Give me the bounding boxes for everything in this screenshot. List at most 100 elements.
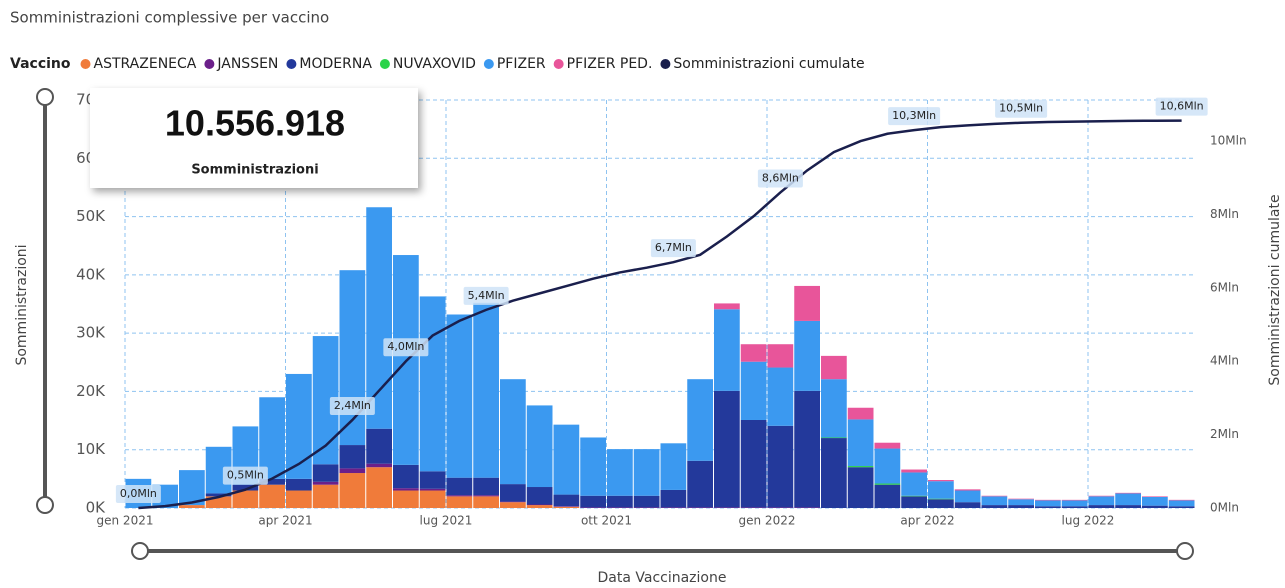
bar-segment (339, 270, 366, 446)
legend-label: NUVAXOVID (393, 56, 476, 72)
bar-segment (393, 490, 419, 508)
bar-segment (928, 481, 954, 499)
legend-label: MODERNA (299, 56, 372, 72)
x-tick-label: apr 2021 (258, 514, 312, 528)
slider-handle[interactable] (1176, 542, 1194, 560)
bar-segment (1168, 500, 1195, 507)
y-tick-label: 40K (76, 265, 106, 283)
bar-segment (901, 496, 927, 508)
y-tick-label: 30K (76, 324, 106, 342)
value-label: 10,3Mln (892, 109, 936, 122)
value-label: 6,7Mln (655, 241, 692, 254)
y2-tick-label: 2Mln (1210, 427, 1239, 441)
slider-handle[interactable] (36, 496, 54, 514)
bar-segment (312, 484, 339, 508)
bar-segment (633, 495, 660, 508)
bar-segment (767, 507, 794, 508)
bar-segment (767, 367, 794, 426)
bar-segment (714, 303, 740, 310)
legend-marker (204, 59, 215, 69)
bar-segment (901, 472, 927, 496)
bar-segment (500, 484, 526, 502)
bar-segment (981, 505, 1008, 508)
bar-segment (232, 490, 259, 508)
bar-segment (580, 507, 606, 508)
bar-segment (473, 477, 499, 496)
kpi-background (90, 88, 418, 188)
x-slider[interactable] (131, 542, 1194, 560)
kpi-card: 10.556.918 Somministrazioni (90, 88, 418, 188)
bar-segment (1142, 505, 1168, 508)
bar-segment (339, 445, 366, 469)
value-label: 8,6Mln (762, 171, 799, 184)
bar-segment (633, 507, 660, 508)
bar-segment (607, 507, 633, 508)
bar-segment (794, 390, 820, 508)
bar-segment (821, 355, 847, 380)
bar-segment (473, 496, 499, 508)
bar-segment (874, 483, 901, 485)
bar-segment (981, 496, 1008, 506)
bar-segment (660, 489, 687, 508)
y-axis-title: Somministrazioni (14, 244, 30, 365)
bar-segment (500, 502, 526, 508)
bar-segment (687, 507, 713, 508)
value-label: 0,5Mln (227, 469, 264, 482)
bar-segment (847, 466, 874, 468)
bar-segment (740, 507, 767, 508)
bar-segment (714, 507, 740, 508)
bar-segment (767, 425, 794, 508)
slider-handle[interactable] (131, 542, 149, 560)
legend-label: Somministrazioni cumulate (673, 56, 864, 72)
bar-segment (954, 502, 981, 508)
value-label: 2,4Mln (334, 399, 371, 412)
bar-segment (179, 470, 205, 506)
y-tick-label: 10K (76, 440, 106, 458)
bar-segment (553, 494, 580, 507)
bar-segment (1168, 506, 1195, 508)
bar-segment (1061, 500, 1088, 507)
bar-segment (446, 314, 473, 478)
bar-segment (687, 460, 713, 508)
legend-label: PFIZER PED. (567, 56, 653, 72)
bar-segment (366, 207, 392, 429)
bar-segment (526, 405, 553, 488)
bar-segment (393, 488, 419, 491)
x-tick-label: ott 2021 (581, 514, 632, 528)
bar-segment (847, 467, 874, 508)
bar-segment (473, 495, 499, 497)
legend-label: JANSSEN (216, 56, 278, 72)
bar-segment (1168, 499, 1195, 501)
bar-segment (981, 495, 1008, 497)
value-label: 10,5Mln (999, 102, 1043, 115)
bar-segment (821, 438, 847, 508)
legend: Vaccino ASTRAZENECA JANSSEN MODERNA NUVAXOVI… (10, 56, 865, 72)
bar-segment (874, 442, 901, 449)
bar-segment (339, 473, 366, 508)
bar-segment (607, 449, 633, 496)
bar-segment (821, 379, 847, 438)
bar-segment (740, 419, 767, 508)
bar-segment (1142, 496, 1168, 506)
bar-segment (633, 449, 660, 496)
bar-segment (1088, 505, 1115, 508)
bar-segment (259, 478, 285, 485)
bar-segment (366, 467, 392, 508)
bar-segment (1035, 500, 1061, 507)
bar-segment (1008, 505, 1034, 508)
bar-segment (179, 505, 205, 508)
value-label-bg (463, 286, 509, 305)
value-label-bg (115, 485, 161, 503)
x-tick-label: gen 2021 (97, 514, 154, 528)
y-tick-label: 50K (76, 207, 106, 225)
bar-segment (553, 424, 580, 495)
bar-segment (446, 477, 473, 496)
bar-segment (366, 428, 392, 464)
slider-handle[interactable] (36, 88, 54, 106)
bar-segment (794, 507, 820, 508)
bar-segment (954, 490, 981, 503)
y2-tick-label: 4Mln (1210, 354, 1239, 368)
y-slider[interactable] (36, 88, 54, 514)
bar-segment (580, 495, 606, 508)
y2-tick-label: 8Mln (1210, 207, 1239, 221)
